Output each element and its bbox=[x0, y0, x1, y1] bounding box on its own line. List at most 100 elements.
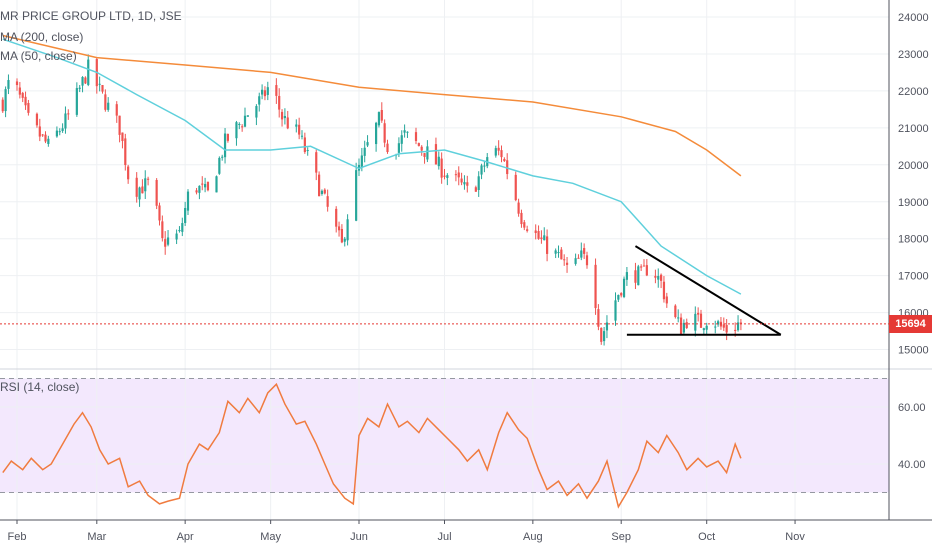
candle-body bbox=[614, 300, 617, 321]
candle-up bbox=[714, 320, 717, 334]
candle-body bbox=[417, 143, 420, 146]
candle-body bbox=[563, 259, 566, 261]
candle-up bbox=[483, 161, 486, 173]
candle-up bbox=[736, 315, 740, 332]
candle-down bbox=[597, 304, 600, 331]
candle-body bbox=[736, 322, 740, 331]
rsi-legend[interactable]: RSI (14, close) bbox=[0, 380, 80, 394]
candle-body bbox=[594, 264, 597, 309]
candle-body bbox=[84, 77, 87, 84]
candle-body bbox=[175, 233, 178, 240]
candle-up bbox=[574, 253, 577, 266]
ma50-legend[interactable]: MA (50, close) bbox=[0, 49, 77, 63]
candle-body bbox=[41, 134, 44, 136]
candle-down bbox=[335, 206, 338, 233]
candle-down bbox=[697, 307, 700, 322]
candle-down bbox=[523, 219, 526, 231]
candle-down bbox=[104, 89, 107, 112]
candle-body bbox=[722, 324, 725, 328]
candle-body bbox=[303, 137, 306, 152]
symbol-legend[interactable]: MR PRICE GROUP LTD, 1D, JSE bbox=[0, 9, 182, 23]
candle-down bbox=[41, 133, 44, 137]
candle-body bbox=[440, 158, 443, 178]
candle-body bbox=[642, 265, 646, 267]
candle-body bbox=[543, 235, 546, 241]
candle-up bbox=[266, 81, 269, 101]
candle-down bbox=[380, 102, 383, 123]
candle-body bbox=[466, 182, 469, 186]
candle-down bbox=[685, 318, 688, 330]
candle-down bbox=[155, 178, 158, 210]
candle-body bbox=[27, 102, 30, 113]
candle-body bbox=[58, 131, 61, 133]
ma200-line bbox=[2, 34, 742, 177]
price-axis-label: 21000 bbox=[898, 123, 929, 135]
candle-body bbox=[600, 327, 603, 342]
candle-body bbox=[178, 229, 181, 232]
candle-down bbox=[24, 91, 27, 110]
candle-down bbox=[67, 109, 70, 120]
candle-up bbox=[363, 140, 366, 163]
candle-body bbox=[366, 142, 369, 146]
candle-body bbox=[617, 294, 620, 300]
candle-body bbox=[437, 156, 440, 167]
candle-body bbox=[78, 87, 81, 89]
candle-down bbox=[84, 76, 87, 85]
candle-down bbox=[500, 145, 503, 163]
candle-body bbox=[320, 190, 324, 194]
candle-body bbox=[44, 134, 47, 142]
candle-up bbox=[178, 226, 181, 233]
candle-body bbox=[574, 258, 577, 264]
candle-up bbox=[47, 135, 50, 147]
candle-body bbox=[343, 238, 346, 242]
candle-down bbox=[503, 157, 506, 162]
candle-body bbox=[702, 328, 705, 331]
candle-down bbox=[147, 176, 150, 186]
candle-up bbox=[554, 248, 557, 259]
candle-body bbox=[657, 275, 660, 280]
candle-body bbox=[677, 317, 680, 319]
candle-up bbox=[246, 115, 249, 117]
candle-body bbox=[283, 115, 286, 119]
candle-body bbox=[717, 321, 720, 325]
price-axis-label: 22000 bbox=[898, 86, 929, 98]
candle-up bbox=[235, 120, 238, 146]
candle-down bbox=[101, 84, 104, 94]
candle-body bbox=[64, 113, 67, 129]
candle-body bbox=[494, 148, 497, 156]
candle-body bbox=[514, 174, 517, 201]
candle-up bbox=[605, 315, 609, 339]
candle-up bbox=[694, 306, 697, 337]
candle-down bbox=[201, 176, 204, 191]
candle-up bbox=[107, 97, 110, 112]
candle-body bbox=[101, 85, 104, 92]
ma200-legend[interactable]: MA (200, close) bbox=[0, 30, 84, 44]
candle-body bbox=[286, 117, 289, 129]
candle-down bbox=[121, 132, 124, 149]
candle-body bbox=[161, 221, 164, 239]
candle-body bbox=[397, 143, 400, 153]
candle-down bbox=[526, 225, 529, 233]
candle-down bbox=[506, 153, 509, 180]
candle-down bbox=[674, 304, 677, 319]
candle-body bbox=[141, 186, 144, 194]
candle-body bbox=[280, 111, 284, 120]
candle-body bbox=[300, 135, 304, 137]
candle-up bbox=[138, 186, 141, 207]
candle-down bbox=[645, 259, 648, 277]
candle-up bbox=[255, 104, 258, 126]
candle-body bbox=[457, 172, 460, 178]
candle-body bbox=[380, 110, 383, 121]
candle-body bbox=[474, 187, 477, 192]
candle-body bbox=[446, 175, 449, 178]
candle-body bbox=[400, 135, 403, 144]
candle-up bbox=[243, 107, 247, 128]
candle-body bbox=[158, 205, 161, 221]
candle-down bbox=[275, 78, 278, 104]
candle-up bbox=[198, 185, 201, 200]
candle-up bbox=[614, 292, 617, 326]
candle-up bbox=[295, 119, 298, 133]
candle-body bbox=[517, 202, 520, 214]
rsi-axis-label: 60.00 bbox=[898, 402, 926, 414]
